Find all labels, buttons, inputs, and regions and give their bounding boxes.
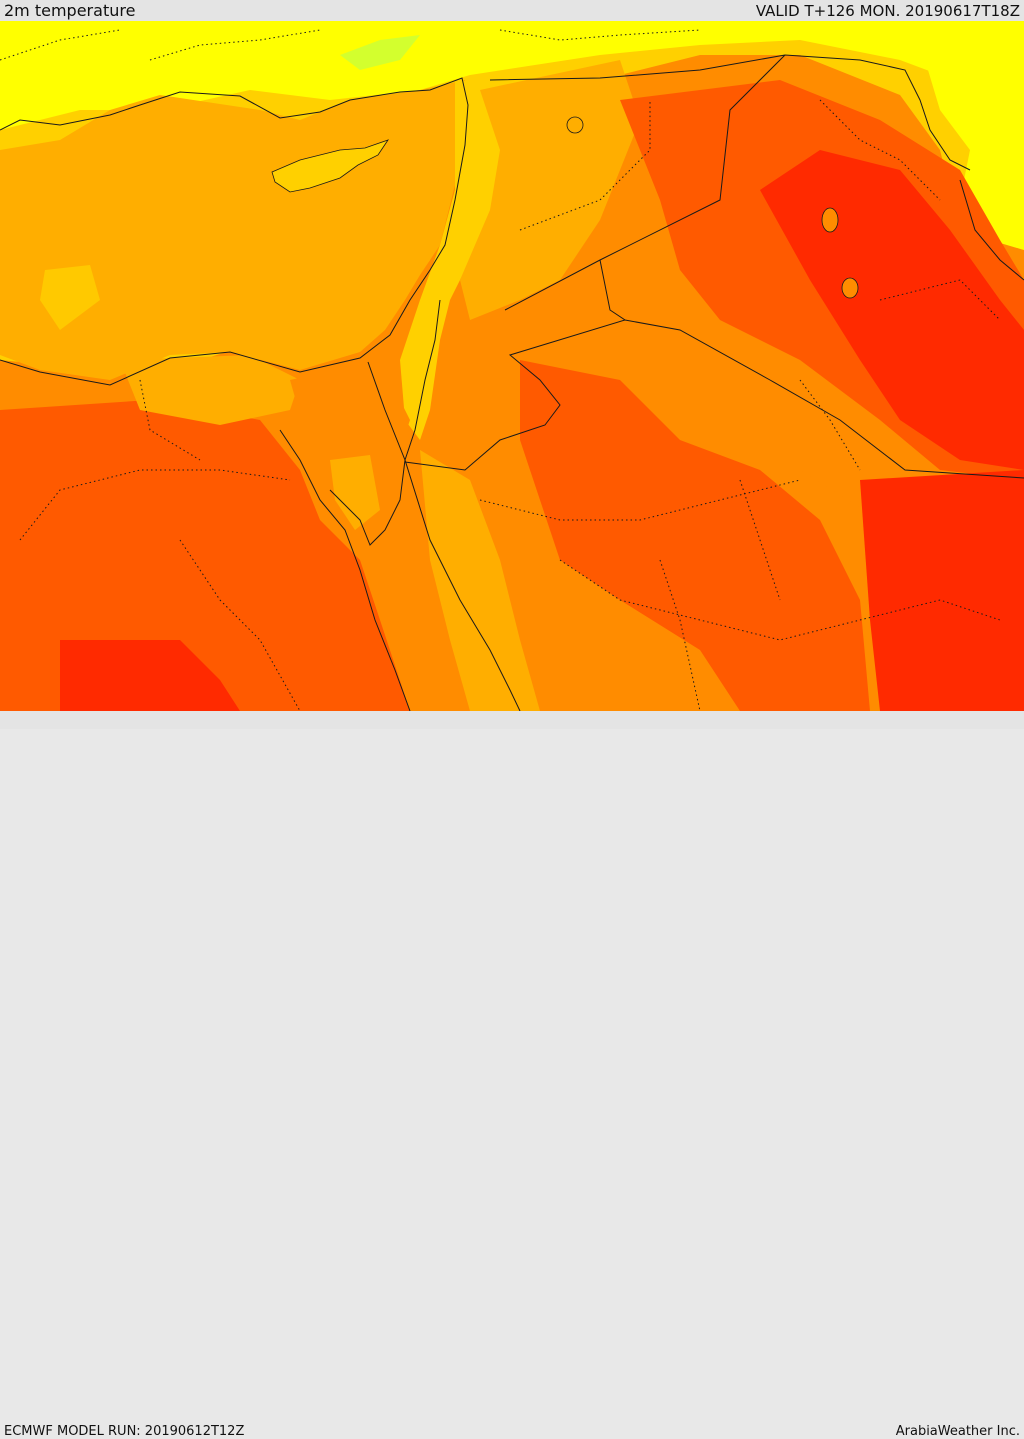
temp-zone-highland-green	[340, 35, 420, 70]
map-title: 2m temperature	[4, 1, 136, 20]
province-boundaries	[0, 29, 1001, 711]
temp-zone-egypt	[0, 400, 410, 711]
temp-zone-egypt-extreme	[60, 640, 240, 711]
temp-zone-levant	[400, 80, 520, 440]
credit-label: ArabiaWeather Inc.	[895, 1424, 1020, 1439]
temp-zone-syria	[460, 60, 640, 320]
temp-zone-saudi-extreme	[860, 470, 1024, 711]
lake-3	[566, 116, 584, 134]
coastline-mediterranean	[0, 77, 469, 386]
cyprus-island	[271, 139, 389, 193]
border-egypt-israel	[367, 361, 406, 461]
temp-zone-sinai	[290, 360, 410, 540]
temp-zone-coolest	[0, 21, 1024, 130]
model-run-label: ECMWF MODEL RUN: 20190612T12Z	[4, 1424, 245, 1439]
temp-zone-sea-light	[40, 265, 100, 330]
footer-bar: ECMWF MODEL RUN: 20190612T12Z ArabiaWeat…	[0, 711, 1024, 1438]
valid-time: VALID T+126 MON. 20190617T18Z	[755, 2, 1020, 20]
border-syria-iraq	[489, 54, 971, 311]
temp-zone-red-sea-coast	[420, 450, 540, 711]
temp-zone-highland	[925, 21, 1024, 250]
lake-2	[841, 277, 859, 299]
temp-zone-saudi-hot	[520, 360, 870, 711]
coastline-persian-gulf	[959, 179, 1024, 281]
lake-1	[821, 207, 839, 233]
temperature-map[interactable]	[0, 21, 1024, 711]
header-bar: 2m temperature VALID T+126 MON. 20190617…	[0, 0, 1024, 21]
coastline-red-sea	[279, 299, 521, 711]
temp-zone-nile-delta	[120, 355, 300, 425]
border-jordan-saudi	[404, 259, 1024, 479]
temp-zone-sinai-mild	[330, 455, 380, 530]
